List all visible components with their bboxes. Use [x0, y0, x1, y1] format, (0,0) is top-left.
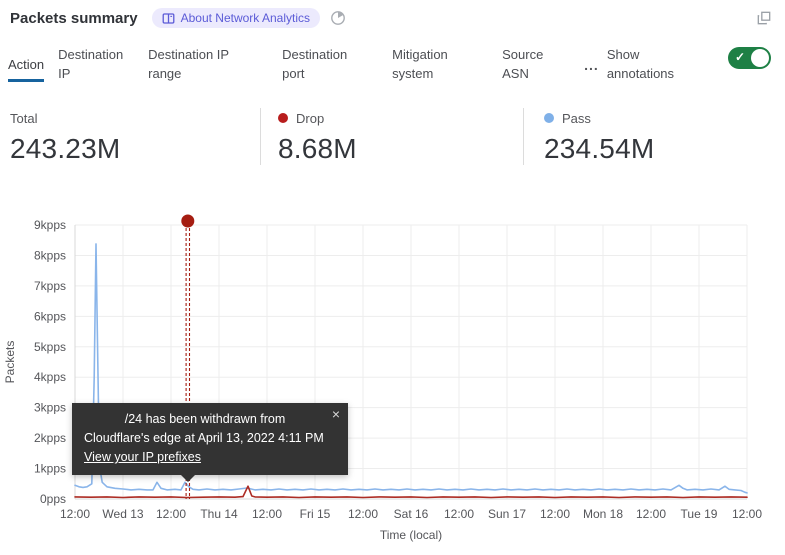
y-tick-label: 3kpps [34, 401, 66, 415]
x-axis-title: Time (local) [380, 528, 442, 542]
stat-drop-label: Drop [296, 110, 325, 126]
stat-pass-value: 234.54M [544, 133, 655, 164]
tab-source-asn[interactable]: Source ASN [502, 47, 544, 81]
stat-drop-value: 8.68M [278, 133, 357, 164]
tab-destination-ip[interactable]: Destination IP [58, 47, 124, 81]
dimension-tabs: Action Destination IP Destination IP ran… [8, 45, 771, 83]
tab-action[interactable]: Action [8, 55, 45, 82]
tab-destination-port[interactable]: Destination port [282, 47, 348, 81]
x-tick-label: 12:00 [60, 507, 90, 521]
pass-line [74, 243, 748, 494]
x-tick-label: Thu 14 [200, 507, 238, 521]
check-icon: ✓ [735, 50, 746, 64]
x-tick-label: Wed 13 [102, 507, 143, 521]
y-tick-label: 4kpps [34, 370, 66, 384]
tab-mitigation-system[interactable]: Mitigation system [392, 47, 448, 81]
x-tick-label: 12:00 [732, 507, 762, 521]
about-network-analytics-badge[interactable]: About Network Analytics [151, 8, 320, 28]
packets-chart: 0pps 1kpps 2kpps 3kpps 4kpps 5kpps 6kpps 7kpps 8… [0, 210, 785, 555]
y-tick-label: 7kpps [34, 279, 66, 293]
popout-icon[interactable] [757, 11, 771, 25]
y-tick-label: 8kpps [34, 248, 66, 262]
x-tick-label: Sat 16 [394, 507, 429, 521]
y-tick-label: 2kpps [34, 431, 66, 445]
stat-total: Total 243.23M [10, 108, 260, 165]
book-icon [162, 12, 175, 25]
annotations-toggle[interactable]: ✓ [728, 47, 771, 69]
tab-action-label: Action [8, 55, 45, 82]
x-tick-label: Tue 19 [681, 507, 718, 521]
tooltip-ip-prefixes-link[interactable]: View your IP prefixes [84, 450, 201, 464]
x-tick-label: 12:00 [156, 507, 186, 521]
pass-legend-dot-icon [544, 113, 554, 123]
more-tabs-button[interactable]: ... [584, 57, 599, 73]
y-tick-label: 6kpps [34, 309, 66, 323]
tooltip-close-icon[interactable]: × [331, 406, 340, 422]
x-tick-label: 12:00 [540, 507, 570, 521]
summary-stats: Total 243.23M Drop 8.68M Pass 234.54M [10, 108, 775, 165]
tab-destination-ip-range[interactable]: Destination IP range [148, 47, 229, 81]
stat-total-label: Total [10, 110, 38, 126]
page-title: Packets summary [10, 9, 138, 27]
tooltip-arrow [180, 475, 195, 482]
toggle-knob [751, 49, 769, 67]
y-tick-label: 1kpps [34, 462, 66, 476]
stat-total-value: 243.23M [10, 133, 121, 164]
tooltip-message-line1: /24 has been withdrawn from [124, 412, 286, 426]
annotation-marker[interactable] [181, 214, 195, 228]
stat-drop: Drop 8.68M [260, 108, 523, 165]
drop-legend-dot-icon [278, 113, 288, 123]
x-tick-label: 12:00 [348, 507, 378, 521]
time-period-icon [330, 10, 346, 26]
annotation-tooltip: × /24 has been withdrawn from Cloudflare… [72, 403, 348, 482]
y-axis-title: Packets [3, 341, 17, 384]
y-tick-label: 0pps [40, 492, 66, 506]
show-annotations-label: Show annotations [606, 47, 675, 81]
x-tick-label: Sun 17 [488, 507, 526, 521]
drop-line [74, 485, 748, 499]
x-tick-label: 12:00 [444, 507, 474, 521]
x-tick-label: Mon 18 [583, 507, 623, 521]
tooltip-message-line2: Cloudflare's edge at April 13, 2022 4:11… [84, 431, 324, 445]
badge-label: About Network Analytics [180, 11, 310, 25]
x-tick-label: 12:00 [252, 507, 282, 521]
x-tick-label: 12:00 [636, 507, 666, 521]
x-tick-label: Fri 15 [300, 507, 331, 521]
chart-svg: 0pps 1kpps 2kpps 3kpps 4kpps 5kpps 6kpps 7kpps 8… [3, 214, 762, 542]
header: Packets summary About Network Analytics [10, 8, 771, 28]
stat-pass: Pass 234.54M [523, 108, 654, 165]
y-tick-label: 9kpps [34, 218, 66, 232]
y-tick-label: 5kpps [34, 340, 66, 354]
stat-pass-label: Pass [562, 110, 591, 126]
